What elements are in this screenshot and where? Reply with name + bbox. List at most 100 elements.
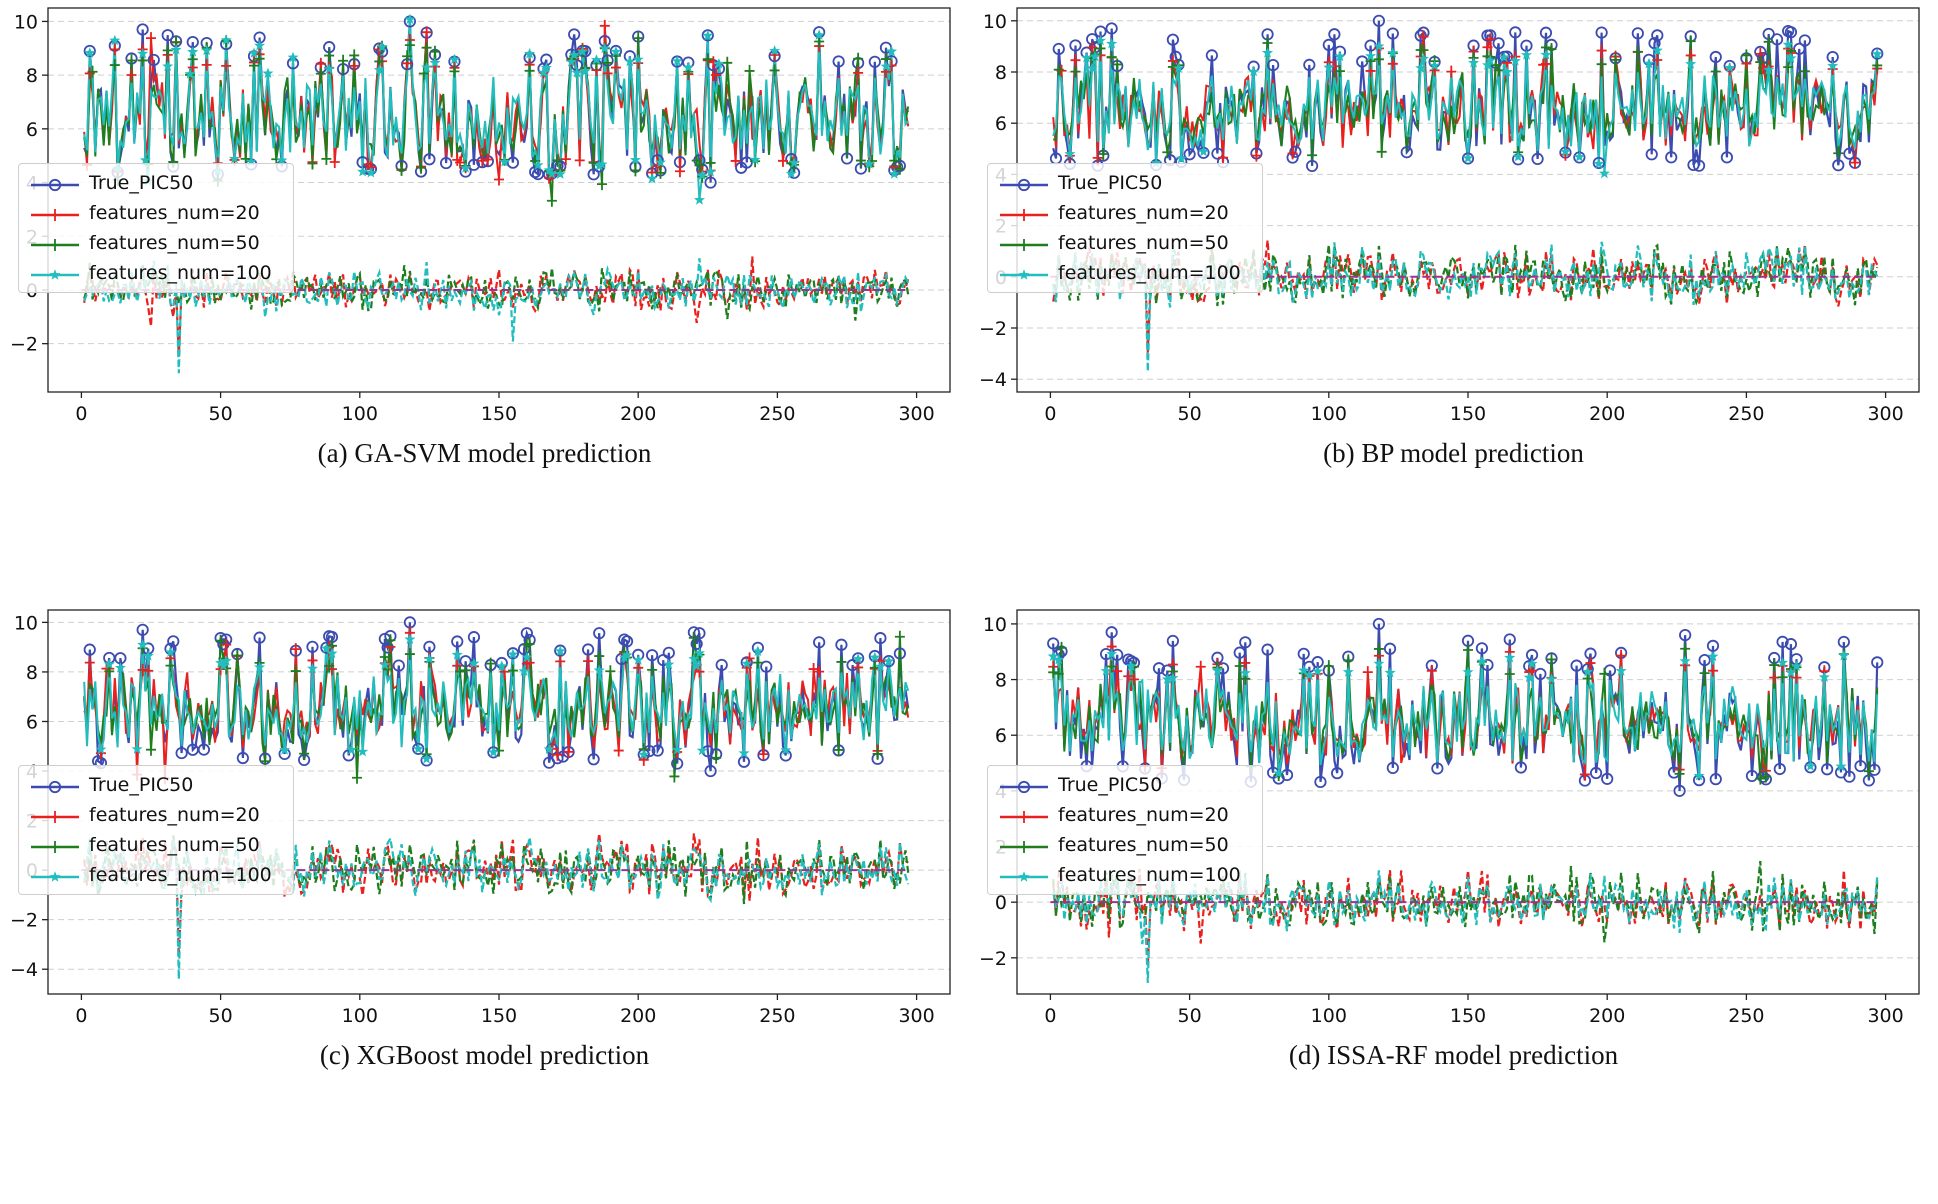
data-point-f100 — [1106, 37, 1118, 49]
data-point-f100 — [1791, 660, 1802, 672]
data-point-f100 — [1303, 669, 1315, 680]
data-point-f50 — [1872, 59, 1883, 72]
data-point-f20 — [758, 748, 769, 761]
data-point-f100 — [1415, 62, 1427, 73]
data-point-f20 — [1128, 673, 1139, 686]
data-point-f100 — [518, 665, 530, 676]
data-point-f100 — [741, 657, 753, 669]
data-point-f20 — [560, 153, 571, 166]
x-tick-label: 0 — [1044, 403, 1056, 425]
data-point-f100 — [1763, 64, 1775, 75]
x-tick-label: 50 — [209, 403, 233, 425]
data-point-f100 — [663, 658, 675, 670]
data-point-true — [1322, 38, 1335, 51]
data-point-f100 — [696, 169, 708, 180]
data-point-f100 — [646, 172, 658, 184]
data-point-f100 — [1838, 650, 1850, 661]
data-point-f100 — [165, 646, 176, 658]
data-point-f100 — [1106, 648, 1118, 659]
data-point-f100 — [114, 662, 126, 673]
legend-item-f20: features_num=20 — [996, 802, 1258, 832]
data-point-f100 — [404, 633, 416, 645]
data-point-f100 — [540, 62, 552, 73]
data-point-f100 — [1167, 672, 1179, 683]
data-point-f100 — [109, 34, 121, 46]
data-point-f50 — [1799, 65, 1810, 78]
data-point-f50 — [1710, 65, 1721, 78]
data-point-f20 — [694, 665, 705, 678]
chart-panel-ga-svm: −20246810050100150200250300 True_PIC50fe… — [0, 0, 969, 602]
data-point-f100 — [1526, 658, 1538, 669]
data-point-f50 — [1323, 660, 1334, 673]
x-tick-label: 0 — [75, 403, 87, 425]
x-tick-label: 250 — [1728, 1005, 1764, 1027]
y-tick-label: 10 — [983, 11, 1007, 33]
y-tick-label: 0 — [995, 892, 1007, 914]
data-point-f100 — [323, 63, 335, 74]
data-point-true — [1531, 152, 1544, 166]
data-point-f50 — [524, 637, 535, 650]
data-point-f100 — [577, 45, 588, 57]
data-point-true — [1793, 42, 1806, 55]
data-point-true — [1648, 37, 1661, 50]
data-point-f100 — [852, 653, 864, 664]
data-point-f100 — [404, 13, 416, 24]
data-point-true — [1205, 49, 1218, 62]
plot-area: −4−20246810050100150200250300 — [10, 609, 951, 1027]
data-point-f50 — [324, 49, 335, 62]
data-point-true — [392, 659, 405, 672]
data-point-true — [1784, 26, 1798, 39]
data-point-true — [1601, 772, 1614, 785]
y-tick-label: −4 — [10, 959, 38, 981]
data-point-f100 — [248, 47, 260, 58]
legend-marker — [49, 871, 61, 882]
data-point-true — [1854, 759, 1867, 773]
data-point-true — [1720, 151, 1734, 164]
y-tick-label: −4 — [979, 369, 1007, 391]
data-point-f100 — [749, 154, 761, 165]
legend-label: features_num=50 — [89, 232, 260, 254]
data-point-f50 — [894, 162, 905, 175]
data-point-f50 — [254, 52, 265, 65]
chart-panel-issa-rf: −20246810050100150200250300 True_PIC50fe… — [969, 602, 1938, 1204]
data-point-f100 — [571, 67, 583, 78]
data-point-f50 — [1777, 671, 1788, 684]
data-point-f20 — [126, 68, 137, 81]
data-point-f100 — [1520, 49, 1532, 60]
data-point-true — [893, 647, 906, 660]
data-point-f50 — [429, 45, 440, 58]
y-tick-label: 10 — [14, 11, 38, 33]
legend-item-f20: features_num=20 — [996, 200, 1258, 230]
data-point-true — [1651, 29, 1664, 42]
data-point-f100 — [1782, 38, 1794, 50]
data-point-f50 — [1307, 149, 1318, 162]
legend-item-f100: features_num=100 — [996, 260, 1258, 290]
legend-swatch-true — [31, 178, 79, 192]
data-point-f20 — [499, 665, 510, 678]
data-point-f100 — [429, 57, 441, 68]
data-point-f20 — [583, 655, 594, 668]
x-tick-label: 150 — [481, 403, 517, 425]
data-point-f20 — [1362, 666, 1373, 679]
data-point-f100 — [693, 194, 705, 205]
data-point-true — [1166, 33, 1180, 46]
data-point-f100 — [1462, 666, 1474, 677]
data-point-f100 — [307, 662, 318, 674]
data-point-f100 — [345, 744, 357, 755]
data-point-f50 — [1112, 58, 1123, 71]
data-point-f100 — [84, 47, 96, 58]
data-point-f100 — [1512, 151, 1524, 162]
legend-label: features_num=20 — [1058, 804, 1229, 826]
data-point-f50 — [324, 659, 335, 672]
legend-label: features_num=100 — [89, 864, 272, 886]
series-group — [1049, 14, 1884, 372]
data-point-f100 — [1211, 664, 1223, 676]
data-point-true — [740, 156, 753, 169]
legend: True_PIC50 features_num=20 features_num=50… — [18, 163, 294, 293]
data-point-true — [1832, 159, 1845, 172]
legend-item-f100: features_num=100 — [27, 260, 289, 290]
data-point-f100 — [201, 44, 213, 56]
x-tick-label: 300 — [898, 1005, 934, 1027]
data-point-f100 — [373, 64, 385, 75]
data-point-f100 — [103, 658, 115, 669]
